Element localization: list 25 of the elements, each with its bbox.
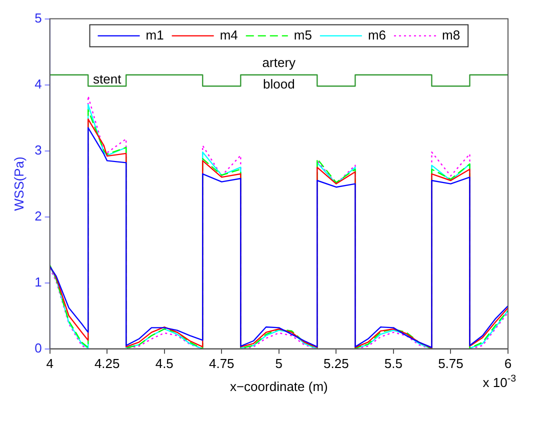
y-tick-label: 1 <box>34 274 42 290</box>
x-tick-label: 4.25 <box>94 356 120 372</box>
x-tick-label: 6 <box>504 356 512 372</box>
x-tick-label: 5.25 <box>324 356 349 372</box>
x-tick-label: 5.75 <box>438 356 464 372</box>
y-tick-label: 3 <box>34 142 42 158</box>
x-tick-label: 5 <box>275 356 283 372</box>
x-tick-label: 5.5 <box>384 356 402 372</box>
x-tick-label: 4 <box>46 356 54 372</box>
legend-label: m6 <box>368 27 386 42</box>
x-tick-label: 4.5 <box>155 356 174 372</box>
y-tick-label: 0 <box>34 340 42 356</box>
y-tick-label: 4 <box>34 76 42 92</box>
y-tick-label: 2 <box>34 208 42 224</box>
x-axis-title: x−coordinate (m) <box>230 378 328 394</box>
legend-label: m4 <box>220 27 238 42</box>
y-tick-label: 5 <box>34 10 42 26</box>
annotation: stent <box>93 71 122 86</box>
legend-label: m1 <box>146 27 164 42</box>
x-tick-label: 4.75 <box>208 356 234 372</box>
annotation: artery <box>262 54 296 70</box>
annotation: blood <box>263 76 295 92</box>
y-axis-title: WSS(Pa) <box>11 156 26 211</box>
legend-label: m5 <box>294 27 312 42</box>
legend-label: m8 <box>442 27 460 42</box>
